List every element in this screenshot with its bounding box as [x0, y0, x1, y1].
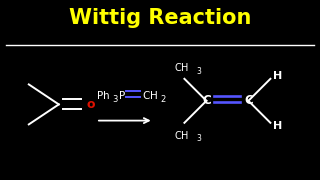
Text: $\mathdefault{CH}$: $\mathdefault{CH}$ — [174, 61, 189, 73]
Text: Wittig Reaction: Wittig Reaction — [69, 8, 251, 28]
Text: $\mathdefault{3}$: $\mathdefault{3}$ — [196, 65, 202, 76]
Text: $\mathdefault{2}$: $\mathdefault{2}$ — [161, 93, 167, 104]
Text: o: o — [86, 98, 95, 111]
Text: C: C — [202, 94, 211, 107]
Text: H: H — [273, 121, 282, 131]
Text: $\mathdefault{Ph}$: $\mathdefault{Ph}$ — [96, 89, 110, 101]
Text: H: H — [273, 71, 282, 81]
Text: $\mathdefault{CH}$: $\mathdefault{CH}$ — [142, 89, 158, 101]
Text: $\mathdefault{P}$: $\mathdefault{P}$ — [117, 89, 125, 101]
Text: C: C — [244, 94, 253, 107]
Text: $\mathdefault{3}$: $\mathdefault{3}$ — [113, 93, 119, 104]
Text: $\mathdefault{CH}$: $\mathdefault{CH}$ — [174, 129, 189, 141]
Text: $\mathdefault{3}$: $\mathdefault{3}$ — [196, 132, 202, 143]
